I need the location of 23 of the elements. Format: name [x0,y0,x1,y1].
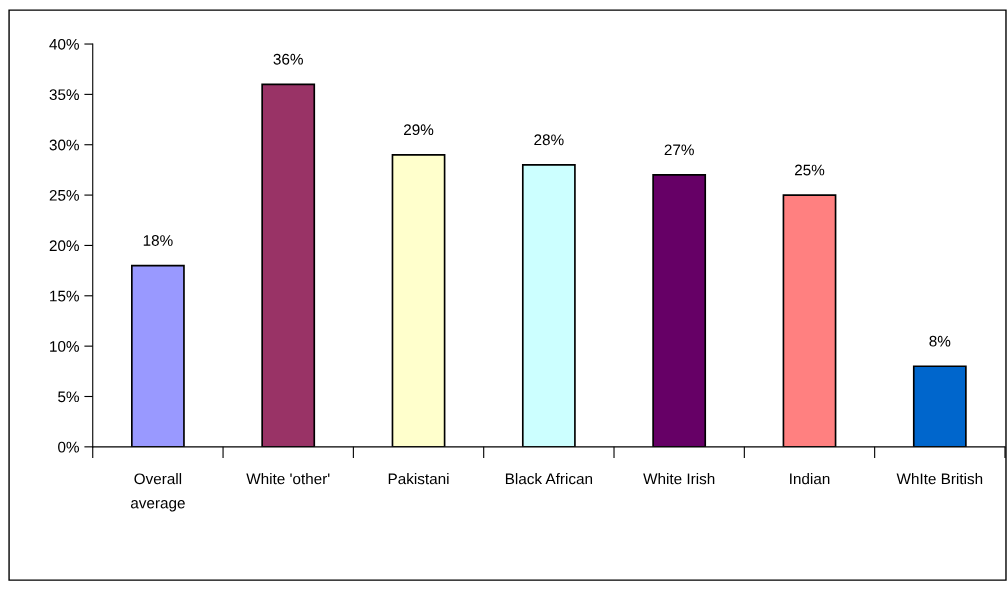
data-label: 8% [929,335,951,347]
y-tick-label: 15% [50,290,79,302]
x-tick-label: Overall average [130,473,185,512]
data-label: 29% [404,124,434,136]
y-tick-label: 40% [49,38,79,50]
x-tick-label: Pakistani [388,473,449,485]
data-label: 27% [664,144,694,156]
y-tick-label: 10% [50,341,79,352]
data-label: 25% [794,164,825,176]
data-label: 18% [143,235,173,246]
y-tick-label: 0% [58,441,79,453]
data-label: 28% [534,134,564,146]
y-tick-label: 35% [49,89,79,101]
x-tick-label: WhIte British [896,473,983,485]
data-label: 36% [273,53,303,65]
x-tick-label: White 'other' [246,473,330,485]
x-tick-label: White Irish [643,473,715,485]
y-tick-label: 25% [49,189,79,201]
x-tick-label: Indian [790,473,830,485]
x-tick-label: Black African [505,473,593,485]
y-tick-label: 20% [49,240,79,252]
y-tick-label: 5% [58,391,79,403]
y-tick-label: 30% [49,139,79,151]
